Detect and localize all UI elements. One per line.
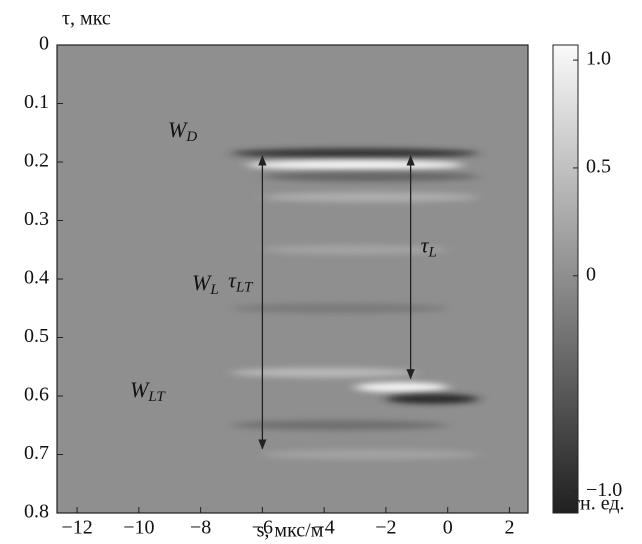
plot-background [57,45,528,513]
streaks [231,148,479,460]
y-tick-label: 0.2 [24,150,49,172]
arrow-label: τL [421,232,437,260]
y-tick-label: 0.6 [24,384,49,406]
y-tick-label: 0 [39,33,49,55]
x-tick-label: −6 [252,517,273,539]
annotation: WL [192,270,219,298]
y-tick-label: 0.7 [24,442,49,464]
annotation-text: W [168,117,188,142]
annotation-sub: LT [147,389,166,405]
x-tick-label: −4 [314,517,335,539]
y-tick-label: 0.3 [24,208,49,230]
annotation-text: W [130,377,150,402]
annotation-text: W [192,270,212,295]
y-axis-label: τ, мкс [62,8,111,30]
arrow-label-text: τ [421,232,430,257]
annotation-sub: L [209,282,218,298]
y-tick-label: 0.5 [24,325,49,347]
y-tick-label: 0.4 [24,267,49,289]
colorbar-tick-label: −1.0 [586,479,622,501]
annotation: WD [168,117,197,145]
x-tick-label: −10 [123,517,154,539]
x-tick-label: 2 [504,517,514,539]
streak [246,159,464,170]
x-tick-label: 0 [443,517,453,539]
streak [231,303,448,314]
x-tick-label: −2 [375,517,396,539]
arrow-label-text: τ [228,267,237,292]
colorbar [552,44,579,514]
streak [262,449,479,460]
annotation: WLT [130,377,166,405]
colorbar-tick-label: 0.5 [586,156,611,178]
arrow-label-sub: LT [235,280,254,296]
streak [385,393,479,404]
x-axis-label: s, мкс/м [257,520,324,542]
x-tick-label: −8 [190,517,211,539]
streak [231,420,448,431]
colorbar-tick-label: 1.0 [586,48,611,70]
streak [262,244,448,255]
y-tick-label: 0.8 [24,501,49,523]
streak [355,382,448,393]
streak [262,171,479,182]
y-tick-label: 0.1 [24,91,49,113]
streak [231,367,417,378]
arrow-label: τLT [228,267,254,295]
arrow-label-sub: L [428,245,437,261]
annotation-sub: D [185,129,197,145]
streak [231,148,479,159]
streak [262,192,479,203]
x-tick-label: −12 [61,517,92,539]
colorbar-tick-label: 0 [586,263,596,285]
